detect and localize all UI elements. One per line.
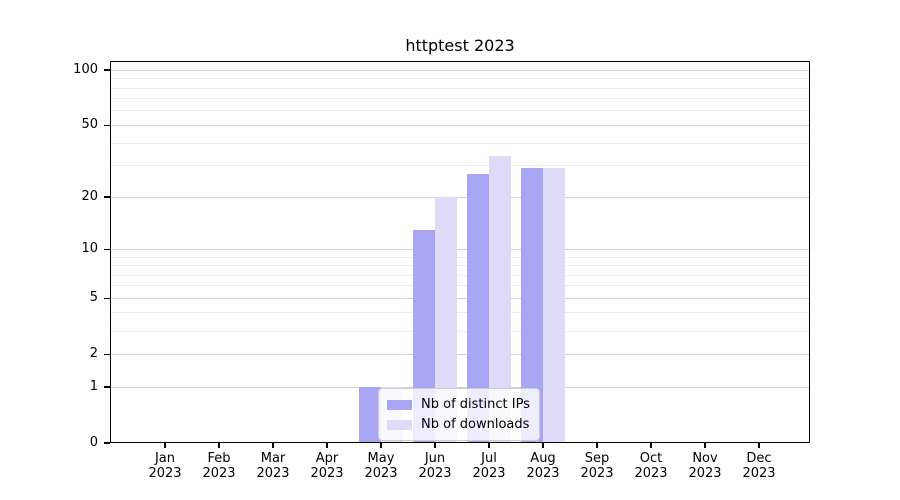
legend-swatch-distinct-ips bbox=[387, 399, 412, 410]
xtick-year: 2023 bbox=[202, 466, 236, 481]
ytick-label-100: 100 bbox=[73, 62, 98, 78]
xtick-mark-feb bbox=[218, 443, 220, 448]
xtick-label-oct: Oct 2023 bbox=[619, 451, 683, 481]
xtick-year: 2023 bbox=[526, 466, 560, 481]
legend-entry-distinct-ips: Nb of distinct IPs bbox=[387, 395, 530, 414]
xtick-label-jul: Jul 2023 bbox=[457, 451, 521, 481]
gridline-y-60 bbox=[110, 110, 810, 112]
xtick-mark-jul bbox=[488, 443, 490, 448]
xtick-label-dec: Dec 2023 bbox=[727, 451, 791, 481]
xtick-month: Jun bbox=[424, 451, 446, 466]
ytick-mark-0 bbox=[104, 442, 110, 444]
gridline-y-1 bbox=[110, 386, 810, 388]
legend-entry-downloads: Nb of downloads bbox=[387, 415, 530, 434]
xtick-month: Apr bbox=[315, 451, 339, 466]
ytick-label-5: 5 bbox=[89, 290, 98, 306]
xtick-year: 2023 bbox=[688, 466, 722, 481]
xtick-mark-may bbox=[380, 443, 382, 448]
xtick-label-mar: Mar 2023 bbox=[241, 451, 305, 481]
xtick-mark-mar bbox=[272, 443, 274, 448]
gridline-y-20 bbox=[110, 196, 810, 198]
xtick-year: 2023 bbox=[364, 466, 398, 481]
legend-label-downloads: Nb of downloads bbox=[421, 417, 530, 432]
gridline-y-50 bbox=[110, 124, 810, 126]
xtick-month: Sep bbox=[584, 451, 610, 466]
gridline-y-70 bbox=[110, 98, 810, 100]
ytick-label-20: 20 bbox=[81, 189, 98, 205]
xtick-month: Aug bbox=[530, 451, 556, 466]
gridline-y-7 bbox=[110, 274, 810, 276]
xtick-month: Jul bbox=[481, 451, 497, 466]
gridline-y-2 bbox=[110, 353, 810, 355]
xtick-month: May bbox=[367, 451, 395, 466]
xtick-year: 2023 bbox=[742, 466, 776, 481]
bar-jun-downloads bbox=[435, 197, 457, 443]
ytick-mark-5 bbox=[104, 297, 110, 299]
xtick-label-aug: Aug 2023 bbox=[511, 451, 575, 481]
bar-jul-distinct-ips bbox=[467, 173, 489, 443]
xtick-month: Nov bbox=[692, 451, 718, 466]
xtick-mark-aug bbox=[542, 443, 544, 448]
xtick-year: 2023 bbox=[256, 466, 290, 481]
ytick-label-2: 2 bbox=[89, 346, 98, 362]
xtick-year: 2023 bbox=[310, 466, 344, 481]
ytick-mark-2 bbox=[104, 353, 110, 355]
legend: Nb of distinct IPs Nb of downloads bbox=[378, 388, 540, 441]
xtick-year: 2023 bbox=[580, 466, 614, 481]
xtick-label-feb: Feb 2023 bbox=[187, 451, 251, 481]
ytick-label-50: 50 bbox=[81, 117, 98, 133]
gridline-y-40 bbox=[110, 142, 810, 144]
xtick-month: Dec bbox=[746, 451, 772, 466]
gridline-y-6 bbox=[110, 285, 810, 287]
bar-aug-distinct-ips bbox=[521, 168, 543, 443]
xtick-month: Feb bbox=[207, 451, 231, 466]
xtick-mark-dec bbox=[758, 443, 760, 448]
xtick-month: Oct bbox=[639, 451, 663, 466]
xtick-year: 2023 bbox=[472, 466, 506, 481]
xtick-month: Mar bbox=[260, 451, 286, 466]
ytick-label-0: 0 bbox=[89, 435, 98, 450]
legend-label-distinct-ips: Nb of distinct IPs bbox=[421, 397, 530, 412]
ytick-mark-100 bbox=[104, 69, 110, 71]
xtick-mark-sep bbox=[596, 443, 598, 448]
xtick-label-sep: Sep 2023 bbox=[565, 451, 629, 481]
xtick-label-jun: Jun 2023 bbox=[403, 451, 467, 481]
xtick-mark-nov bbox=[704, 443, 706, 448]
xtick-year: 2023 bbox=[418, 466, 452, 481]
gridline-y-3 bbox=[110, 330, 810, 332]
xtick-mark-apr bbox=[326, 443, 328, 448]
xtick-label-apr: Apr 2023 bbox=[295, 451, 359, 481]
xtick-mark-jun bbox=[434, 443, 436, 448]
gridline-y-10 bbox=[110, 248, 810, 250]
gridline-y-80 bbox=[110, 87, 810, 89]
xtick-label-jan: Jan 2023 bbox=[133, 451, 197, 481]
gridline-y-8 bbox=[110, 265, 810, 266]
plot-area: Nb of distinct IPs Nb of downloads bbox=[110, 61, 810, 443]
ytick-mark-20 bbox=[104, 196, 110, 198]
gridline-y-5 bbox=[110, 297, 810, 299]
xtick-mark-oct bbox=[650, 443, 652, 448]
legend-swatch-downloads bbox=[387, 419, 412, 430]
xtick-month: Jan bbox=[154, 451, 176, 466]
ytick-mark-1 bbox=[104, 386, 110, 388]
xtick-year: 2023 bbox=[634, 466, 668, 481]
chart-title: httptest 2023 bbox=[405, 36, 515, 55]
gridline-y-90 bbox=[110, 78, 810, 80]
gridline-y-100 bbox=[110, 69, 810, 71]
gridline-y-9 bbox=[110, 256, 810, 258]
xtick-mark-jan bbox=[164, 443, 166, 448]
xtick-year: 2023 bbox=[148, 466, 182, 481]
gridline-y-30 bbox=[110, 165, 810, 167]
ytick-mark-10 bbox=[104, 248, 110, 251]
bar-jul-downloads bbox=[489, 155, 511, 443]
xtick-label-nov: Nov 2023 bbox=[673, 451, 737, 481]
xtick-label-may: May 2023 bbox=[349, 451, 413, 481]
gridline-y-4 bbox=[110, 312, 810, 314]
ytick-mark-50 bbox=[104, 124, 110, 127]
bar-aug-downloads bbox=[543, 168, 565, 443]
ytick-label-1: 1 bbox=[89, 379, 98, 394]
ytick-label-10: 10 bbox=[81, 241, 98, 257]
bar-may-distinct-ips bbox=[359, 387, 381, 443]
